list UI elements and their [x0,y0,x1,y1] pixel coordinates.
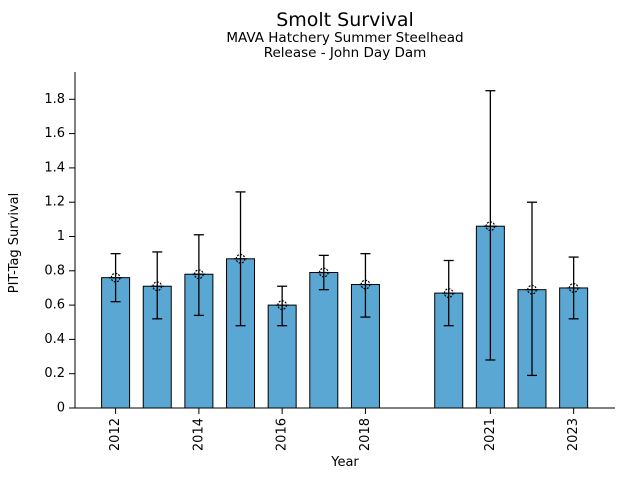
chart-subtitle-2: Release - John Day Dam [263,44,427,61]
y-tick-label-0.4: 0.4 [44,332,65,347]
x-axis-label: Year [331,455,359,470]
circled-plus-marker-icon-2013 [152,281,163,292]
y-tick-label-0.2: 0.2 [44,366,65,381]
circled-plus-marker-icon-2012 [110,272,121,283]
y-tick-label-0.8: 0.8 [44,263,65,278]
x-tick-label-2023: 2023 [566,418,581,451]
y-tick-label-1.8: 1.8 [44,92,65,107]
x-tick-label-2018: 2018 [358,418,373,451]
x-tick-label-2016: 2016 [275,418,290,451]
y-tick-label-0: 0 [57,401,65,416]
y-tick-label-0.6: 0.6 [44,298,65,313]
chart-title: Smolt Survival [276,9,414,31]
y-axis-label: PIT-Tag Survival [7,192,22,294]
circled-plus-marker-icon-2020 [443,288,454,298]
chart-subtitle-1: MAVA Hatchery Summer Steelhead [226,30,464,46]
circled-plus-marker-icon-2018 [360,279,371,290]
bar-2015 [226,258,256,409]
y-tick-label-1.6: 1.6 [44,126,65,141]
circled-plus-marker-icon-2023 [568,283,579,293]
y-tick-label-1.4: 1.4 [44,160,65,175]
chart-title-block: Smolt Survival MAVA Hatchery Summer Stee… [75,9,615,60]
circled-plus-marker-icon-2015 [235,253,246,264]
x-tick-label-2012: 2012 [108,418,123,451]
y-tick-label-1: 1 [57,229,65,244]
circled-plus-marker-icon-2017 [318,267,329,278]
x-tick-label-2014: 2014 [191,418,206,451]
x-tick-label-2021: 2021 [483,418,498,451]
circled-plus-marker-icon-2016 [277,300,288,311]
y-tick-label-1.2: 1.2 [44,195,65,210]
circled-plus-marker-icon-2022 [527,284,537,295]
circled-plus-marker-icon-2021 [485,221,496,232]
bar-2017 [309,272,339,409]
circled-plus-marker-icon-2014 [193,269,204,280]
